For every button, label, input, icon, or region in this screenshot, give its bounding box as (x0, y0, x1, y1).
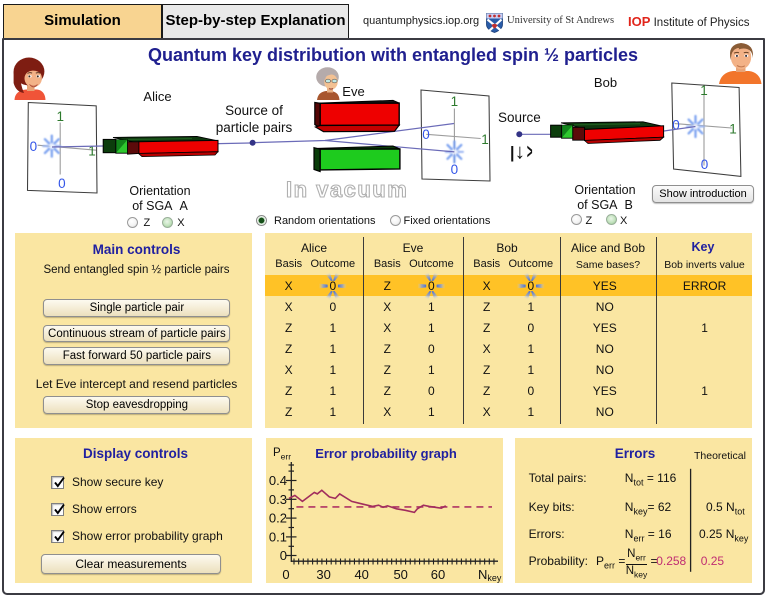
svg-text:1: 1 (481, 132, 489, 147)
svg-text:1: 1 (451, 94, 459, 109)
svg-text:0: 0 (701, 157, 709, 172)
svg-text:40: 40 (354, 567, 368, 582)
svg-text:0.4: 0.4 (269, 473, 287, 488)
svg-text:0.3: 0.3 (269, 492, 287, 507)
svg-text:0: 0 (30, 139, 38, 154)
svg-text:50: 50 (393, 567, 407, 582)
svg-text:0.2: 0.2 (269, 511, 287, 526)
svg-text:0: 0 (451, 162, 459, 177)
svg-text:0: 0 (422, 127, 430, 142)
svg-text:0: 0 (672, 117, 680, 132)
svg-text:1: 1 (729, 121, 737, 136)
svg-text:Nkey: Nkey (478, 567, 502, 583)
svg-text:60: 60 (431, 567, 445, 582)
svg-text:0: 0 (280, 548, 287, 563)
svg-text:0: 0 (282, 567, 289, 582)
svg-text:1: 1 (56, 109, 64, 124)
svg-text:0.1: 0.1 (269, 529, 287, 544)
svg-text:1: 1 (700, 83, 708, 98)
svg-text:0: 0 (58, 176, 66, 191)
svg-text:30: 30 (316, 567, 330, 582)
svg-text:1: 1 (88, 144, 96, 159)
